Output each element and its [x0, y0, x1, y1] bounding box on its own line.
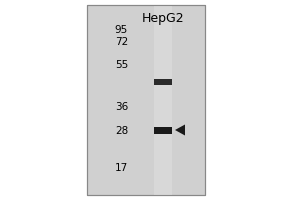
Text: 36: 36: [115, 102, 128, 112]
Bar: [154, 127, 172, 134]
Text: 28: 28: [115, 126, 128, 136]
Bar: [87, 5, 205, 195]
Text: 95: 95: [115, 25, 128, 35]
Text: 72: 72: [115, 37, 128, 47]
Text: HepG2: HepG2: [142, 12, 184, 25]
Polygon shape: [175, 124, 185, 136]
Bar: [154, 5, 172, 195]
Bar: [87, 5, 205, 195]
Text: 55: 55: [115, 60, 128, 70]
Bar: [154, 79, 172, 85]
Text: 17: 17: [115, 163, 128, 173]
